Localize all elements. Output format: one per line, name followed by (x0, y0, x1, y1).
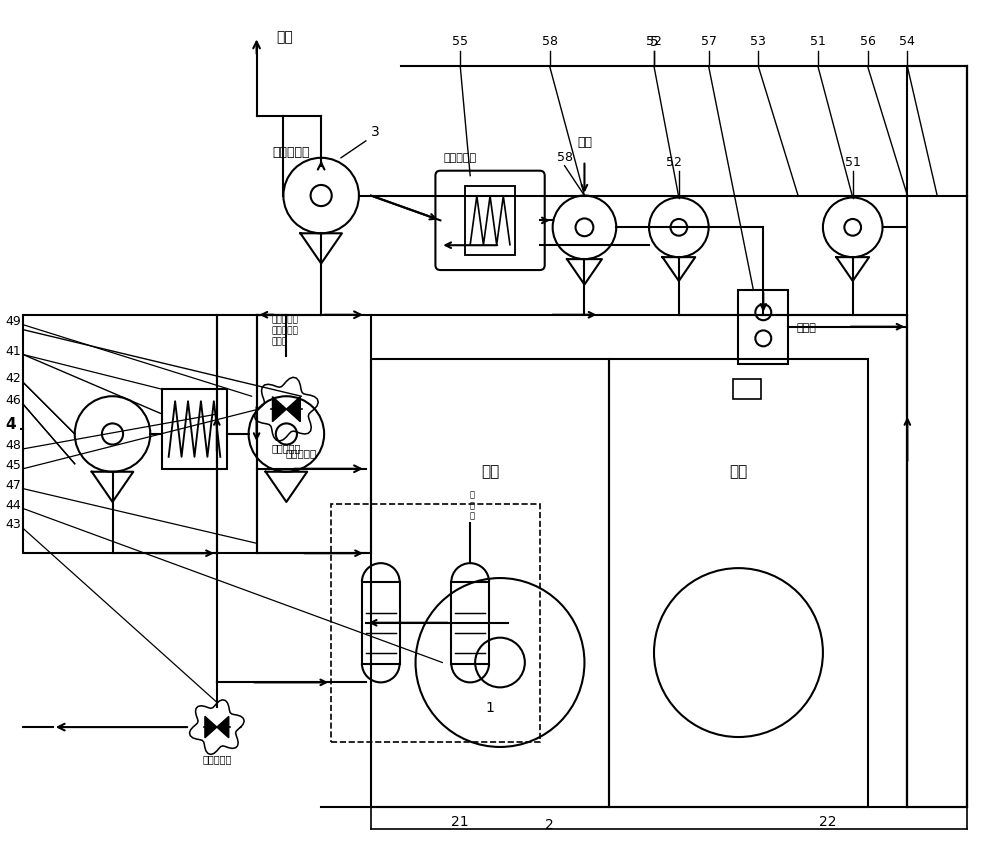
Bar (738, 290, 788, 365)
Text: 58: 58 (542, 35, 558, 48)
Text: 56: 56 (860, 35, 876, 48)
Text: 新增截止阀: 新增截止阀 (202, 754, 232, 764)
Text: 3: 3 (371, 125, 380, 139)
Text: 4: 4 (5, 417, 16, 432)
Text: 52: 52 (646, 35, 662, 48)
Bar (609, 359, 868, 807)
Text: 43: 43 (5, 518, 21, 531)
Text: 5: 5 (650, 35, 658, 49)
Text: 57: 57 (701, 35, 717, 48)
Bar (331, 504, 540, 742)
Text: 55: 55 (452, 35, 468, 48)
Text: 51: 51 (810, 35, 826, 48)
Text: 51: 51 (845, 156, 861, 168)
Polygon shape (286, 397, 300, 422)
Text: 41: 41 (5, 345, 21, 358)
Text: 换热器: 换热器 (796, 323, 816, 333)
Bar (733, 379, 761, 399)
Text: 47: 47 (5, 479, 21, 492)
Text: 至
量
表: 至 量 表 (470, 491, 475, 520)
Text: 地下室新风: 地下室新风 (273, 146, 310, 159)
Bar (465, 186, 515, 255)
Text: 22: 22 (819, 816, 837, 829)
Text: 45: 45 (5, 459, 21, 472)
Text: 大气: 大气 (577, 136, 592, 149)
Text: 至干部气罩: 至干部气罩 (286, 448, 317, 458)
Bar (362, 582, 400, 664)
Bar (907, 67, 967, 807)
Polygon shape (217, 716, 229, 738)
Text: 干部: 干部 (481, 464, 499, 479)
Text: 21: 21 (451, 816, 469, 829)
Text: 原干部气罩
蒸汽至新增
换热器: 原干部气罩 蒸汽至新增 换热器 (271, 315, 298, 346)
Bar (162, 390, 227, 469)
Polygon shape (272, 397, 286, 422)
Text: 湿部: 湿部 (729, 464, 748, 479)
Text: 52: 52 (666, 156, 682, 168)
Text: 53: 53 (750, 35, 766, 48)
Bar (23, 314, 371, 553)
Polygon shape (205, 716, 217, 738)
Text: 1: 1 (486, 702, 495, 715)
Text: 48: 48 (5, 439, 21, 452)
Text: 新增截止阀: 新增截止阀 (272, 443, 301, 453)
Text: 54: 54 (899, 35, 915, 48)
Text: 49: 49 (5, 314, 21, 327)
Text: 42: 42 (5, 372, 21, 385)
Text: 2: 2 (545, 818, 554, 832)
Bar (451, 582, 489, 664)
Bar (371, 359, 609, 807)
Text: 44: 44 (5, 499, 21, 511)
Text: 58: 58 (557, 150, 573, 164)
Text: 大气: 大气 (276, 30, 293, 45)
Text: 46: 46 (5, 394, 21, 407)
Text: 气气换热器: 气气换热器 (444, 153, 477, 162)
